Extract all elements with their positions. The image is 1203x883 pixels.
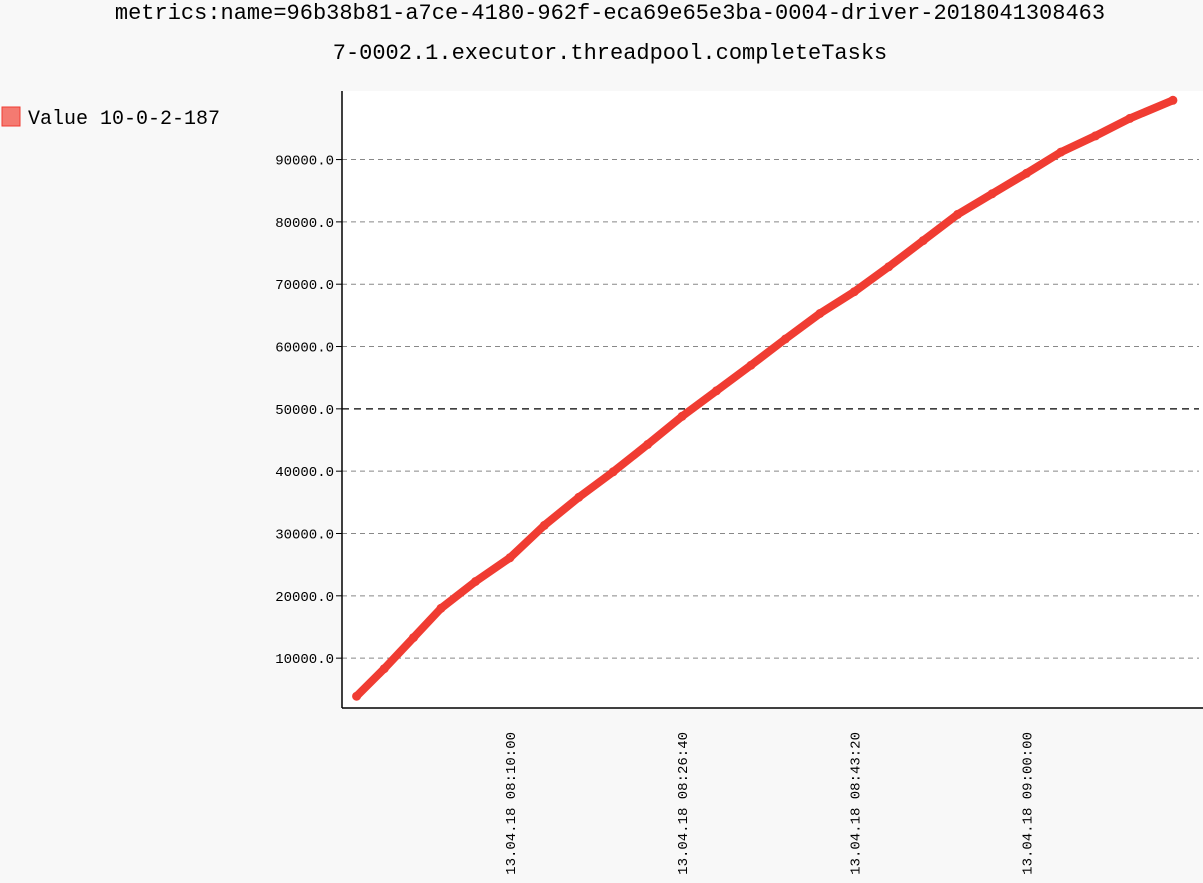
y-axis-ticks: 10000.0 20000.0 30000.0 40000.0 50000.0 60000… — [275, 154, 342, 668]
data-point — [643, 439, 653, 449]
x-axis-ticks: 13.04.18 08:10:00 13.04.18 08:26:40 13.04.… — [504, 732, 1037, 875]
legend-swatch — [1, 106, 21, 127]
data-point — [953, 209, 963, 219]
data-point — [352, 691, 362, 701]
data-point — [884, 262, 894, 272]
y-tick-label: 10000.0 — [275, 652, 334, 668]
chart-subtitle: 7-0002.1.executor.threadpool.completeTas… — [333, 41, 888, 66]
series-group — [352, 95, 1178, 701]
data-point — [471, 577, 480, 586]
data-point — [1125, 113, 1135, 123]
data-point — [505, 553, 515, 563]
data-point — [1022, 168, 1031, 178]
data-point — [712, 386, 721, 396]
data-point — [608, 467, 618, 477]
data-point — [379, 664, 389, 674]
y-tick-label: 90000.0 — [275, 154, 334, 170]
x-tick-label: 13.04.18 08:43:20 — [848, 732, 864, 875]
data-point — [918, 236, 928, 246]
plot-area — [342, 91, 1203, 708]
x-tick-label: 13.04.18 08:10:00 — [504, 732, 520, 875]
data-point — [987, 189, 997, 199]
data-point — [849, 287, 859, 297]
y-tick-label: 50000.0 — [275, 403, 334, 419]
data-point — [1090, 131, 1100, 141]
data-point — [409, 633, 418, 643]
y-tick-label: 20000.0 — [275, 590, 334, 606]
data-point — [815, 309, 825, 318]
y-tick-label: 60000.0 — [275, 341, 334, 357]
data-point — [677, 411, 687, 421]
chart-title: metrics:name=96b38b81-a7ce-4180-962f-eca… — [115, 1, 1105, 26]
legend-label: Value 10-0-2-187 — [28, 108, 220, 131]
data-point — [574, 492, 584, 502]
x-tick-label: 13.04.18 09:00:00 — [1020, 732, 1036, 875]
y-tick-label: 80000.0 — [275, 216, 334, 232]
y-tick-label: 40000.0 — [275, 465, 334, 481]
legend: Value 10-0-2-187 — [1, 106, 220, 131]
data-point — [780, 334, 790, 344]
data-point — [539, 520, 549, 530]
data-point — [1056, 147, 1066, 157]
y-tick-label: 70000.0 — [275, 278, 334, 294]
x-tick-label: 13.04.18 08:26:40 — [676, 732, 692, 875]
data-point — [1168, 95, 1178, 105]
y-tick-label: 30000.0 — [275, 527, 334, 543]
data-point — [436, 603, 446, 613]
data-point — [746, 360, 756, 370]
